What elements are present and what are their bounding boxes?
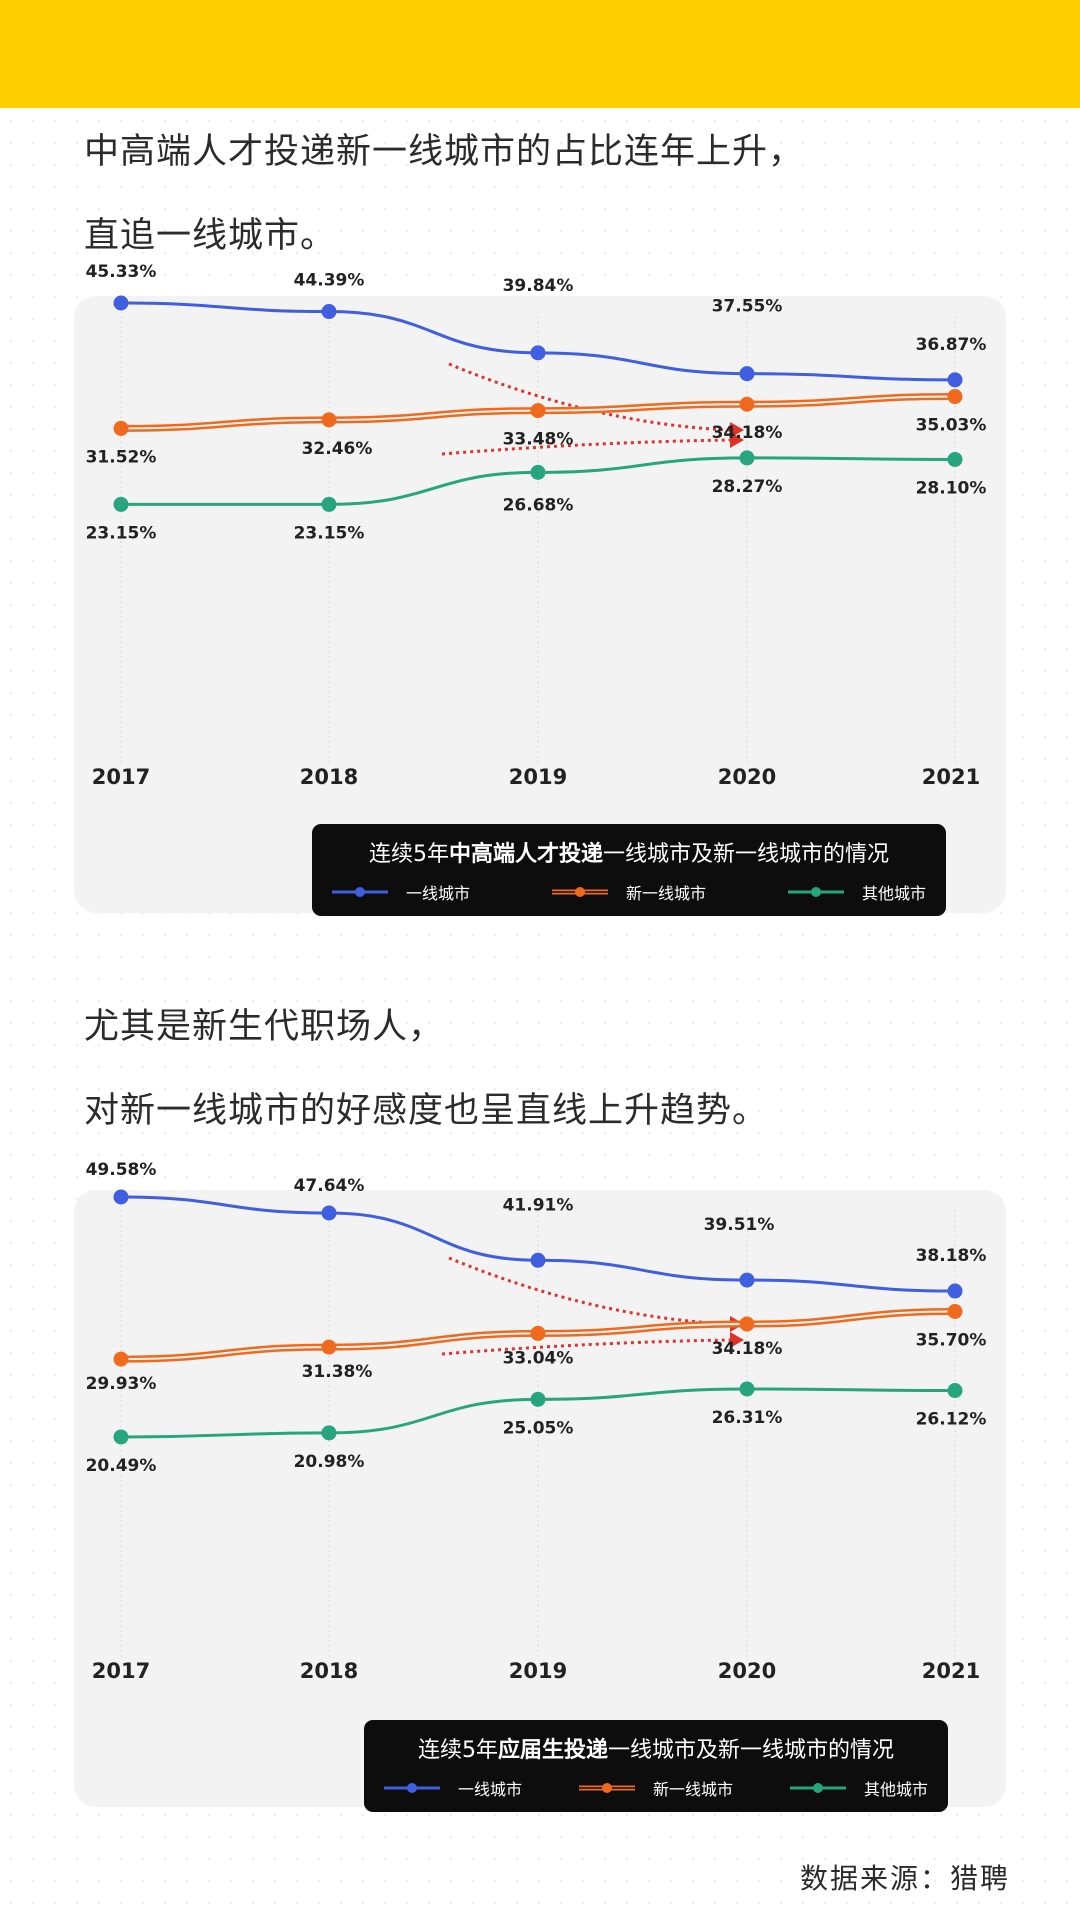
data-label: 35.03%	[916, 416, 987, 436]
data-point	[530, 1391, 546, 1407]
data-point	[113, 1351, 129, 1367]
legend-item-other: 其他城市	[789, 1776, 928, 1800]
data-label: 31.38%	[302, 1362, 373, 1382]
data-point	[530, 1325, 546, 1341]
data-label: 39.51%	[704, 1215, 775, 1235]
data-label: 47.64%	[294, 1176, 365, 1196]
chart-2-legend-title: 连续5年应届生投递一线城市及新一线城市的情况	[417, 1738, 895, 1763]
data-point	[739, 396, 755, 412]
data-point	[530, 464, 546, 480]
data-label: 26.68%	[503, 495, 574, 515]
data-label: 34.18%	[712, 423, 783, 443]
trend-arrow-up	[441, 438, 731, 456]
legend-item-other: 其他城市	[787, 880, 926, 904]
data-point	[113, 1189, 129, 1205]
data-point	[321, 1425, 337, 1441]
arrowhead-icon	[730, 1332, 744, 1348]
data-label: 29.93%	[86, 1374, 157, 1394]
data-point	[113, 1429, 129, 1445]
intro-2-line-2: 对新一线城市的好感度也呈直线上升趋势。	[84, 1091, 769, 1131]
data-point	[739, 450, 755, 466]
x-tick-label: 2019	[509, 1659, 567, 1683]
data-label: 33.48%	[503, 430, 574, 450]
x-tick-label: 2020	[718, 765, 776, 789]
data-point	[321, 1205, 337, 1221]
intro-1-line-1: 中高端人才投递新一线城市的占比连年上升，	[84, 132, 805, 172]
data-point	[113, 295, 129, 311]
data-label: 26.31%	[712, 1408, 783, 1428]
data-label: 33.04%	[503, 1348, 574, 1368]
line-chart-2: 49.58% 47.64% 41.91% 39.51% 38.18% 29.93% 31.3…	[86, 1160, 987, 1683]
data-point	[113, 496, 129, 512]
data-label: 38.18%	[916, 1246, 987, 1266]
arrowhead-icon	[730, 432, 744, 448]
chart-panel-1: 45.33% 44.39% 39.84% 37.55% 36.87% 31.52% 32.4…	[74, 262, 1006, 916]
data-point	[321, 1339, 337, 1355]
line-chart-1: 45.33% 44.39% 39.84% 37.55% 36.87% 31.52% 32.4…	[86, 262, 987, 789]
data-label: 44.39%	[294, 271, 365, 291]
x-tick-label: 2018	[300, 1659, 358, 1683]
chart-1-legend: 连续5年中高端人才投递一线城市及新一线城市的情况 一线城市 新一线城市 其他城市	[312, 824, 946, 916]
data-label: 23.15%	[294, 523, 365, 543]
data-source-note: 数据来源：猎聘	[799, 1862, 1010, 1895]
chart-1-legend-title: 连续5年中高端人才投递一线城市及新一线城市的情况	[368, 842, 890, 867]
x-tick-label: 2021	[922, 1659, 980, 1683]
data-point	[530, 1252, 546, 1268]
data-label: 36.87%	[916, 335, 987, 355]
data-label: 39.84%	[503, 276, 574, 296]
legend-item-new-first-tier: 新一线城市	[551, 880, 706, 904]
data-label: 28.10%	[916, 478, 987, 498]
data-point	[739, 366, 755, 382]
legend-item-new-first-tier: 新一线城市	[578, 1776, 733, 1800]
data-label: 35.70%	[916, 1330, 987, 1350]
x-tick-label: 2018	[300, 765, 358, 789]
x-tick-label: 2020	[718, 1659, 776, 1683]
data-label: 41.91%	[503, 1195, 574, 1215]
data-point	[530, 403, 546, 419]
data-label: 34.18%	[712, 1339, 783, 1359]
data-label: 23.15%	[86, 523, 157, 543]
trend-arrow-down	[448, 362, 731, 432]
data-label: 49.58%	[86, 1160, 157, 1180]
data-label: 31.52%	[86, 447, 157, 467]
data-label: 45.33%	[86, 262, 157, 282]
x-tick-label: 2017	[92, 1659, 150, 1683]
data-point	[947, 451, 963, 467]
x-tick-label: 2017	[92, 765, 150, 789]
data-point	[321, 304, 337, 320]
data-label: 37.55%	[712, 297, 783, 317]
x-tick-label: 2019	[509, 765, 567, 789]
data-point	[739, 1381, 755, 1397]
data-point	[113, 420, 129, 436]
data-point	[947, 1383, 963, 1399]
data-point	[739, 1272, 755, 1288]
intro-1-line-2: 直追一线城市。	[84, 216, 337, 256]
data-point	[947, 1283, 963, 1299]
intro-2-line-1: 尤其是新生代职场人，	[84, 1007, 445, 1047]
data-point	[321, 412, 337, 428]
legend-item-first-tier: 一线城市	[332, 880, 470, 904]
data-label: 20.98%	[294, 1452, 365, 1472]
top-color-bar	[0, 0, 1080, 108]
x-tick-label: 2021	[922, 765, 980, 789]
trend-arrow-up	[441, 1338, 731, 1356]
data-point	[947, 389, 963, 405]
data-point	[947, 372, 963, 388]
intro-paragraph-2: 尤其是新生代职场人， 对新一线城市的好感度也呈直线上升趋势。	[84, 985, 768, 1153]
chart-2-legend: 连续5年应届生投递一线城市及新一线城市的情况 一线城市 新一线城市 其他城市	[364, 1720, 948, 1812]
data-point	[739, 1316, 755, 1332]
data-point	[530, 345, 546, 361]
trend-arrow-down	[448, 1256, 731, 1326]
legend-item-first-tier: 一线城市	[384, 1776, 522, 1800]
data-label: 26.12%	[916, 1410, 987, 1430]
data-label: 20.49%	[86, 1456, 157, 1476]
data-label: 25.05%	[503, 1418, 574, 1438]
data-point	[947, 1303, 963, 1319]
data-label: 32.46%	[302, 439, 373, 459]
data-point	[321, 496, 337, 512]
data-label: 28.27%	[712, 477, 783, 497]
intro-paragraph-1: 中高端人才投递新一线城市的占比连年上升， 直追一线城市。	[84, 110, 804, 278]
chart-panel-2: 49.58% 47.64% 41.91% 39.51% 38.18% 29.93% 31.3…	[74, 1160, 1006, 1812]
